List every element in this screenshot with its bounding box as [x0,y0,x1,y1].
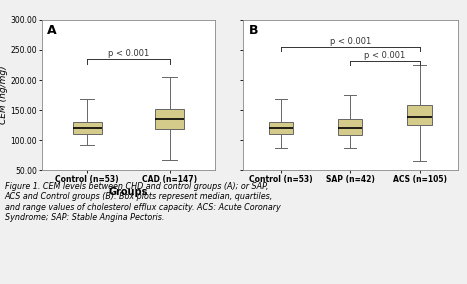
PathPatch shape [155,109,184,130]
Y-axis label: CEM (ng/mg): CEM (ng/mg) [0,66,7,124]
PathPatch shape [269,122,293,134]
Text: Figure 1. CEM levels between CHD and control groups (A); or SAP,
ACS and Control: Figure 1. CEM levels between CHD and con… [5,182,280,222]
Text: A: A [47,24,57,37]
PathPatch shape [338,119,362,135]
Text: p < 0.001: p < 0.001 [330,37,371,46]
Text: B: B [249,24,259,37]
Text: p < 0.001: p < 0.001 [108,49,149,58]
PathPatch shape [73,122,102,134]
PathPatch shape [407,105,432,125]
X-axis label: Groups: Groups [109,187,148,197]
Text: p < 0.001: p < 0.001 [364,51,405,60]
